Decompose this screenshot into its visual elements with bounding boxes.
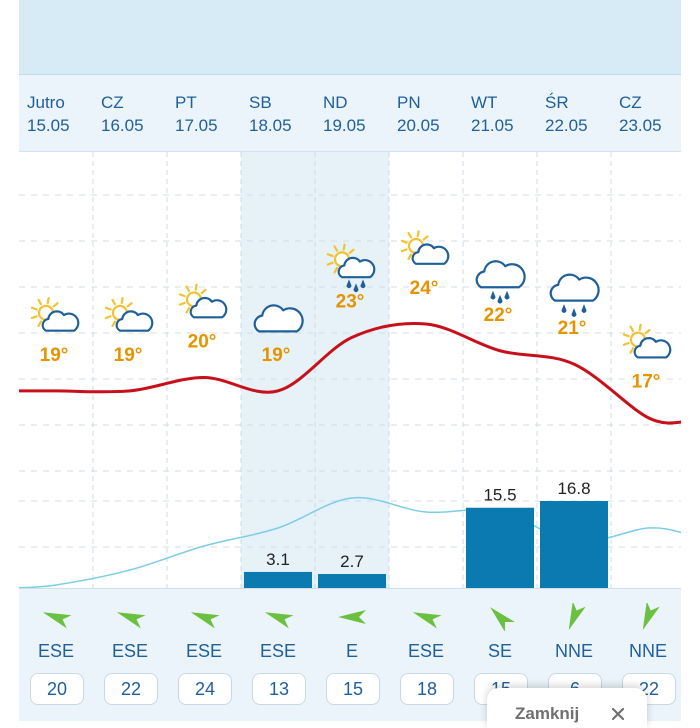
wind-speed: 13 [252,673,306,705]
precip-bar [466,507,534,588]
top-banner [19,0,681,75]
wind-direction: ESE [37,641,75,661]
sunny-cloud-icon [178,283,228,319]
wind-arrow-icon [642,603,660,630]
precip-value: 3.1 [266,550,290,569]
day-header[interactable]: ND 19.05 [315,75,389,151]
partly-cloudy-icon [30,297,80,332]
wind-speed: 18 [400,673,454,705]
wind-direction: NNE [554,641,593,661]
temperature-label: 17° [632,372,661,393]
close-icon [611,707,625,721]
precip-value: 2.7 [340,552,364,571]
wind-direction: ESE [259,641,297,661]
partly-cloudy-icon [400,230,450,265]
day-date: 21.05 [471,116,514,135]
wind-direction: E [345,641,358,661]
cloud-heavy-rain-icon [549,273,600,317]
day-name: ŚR [545,93,569,112]
day-header[interactable]: WT 21.05 [463,75,537,151]
wind-direction: NNE [628,641,667,661]
wind-direction: ESE [185,641,223,661]
wind-speed: 24 [178,673,232,705]
temperature-label: 24° [410,278,439,299]
right-margin [681,0,700,720]
wind-arrow-icon [412,612,442,629]
day-name: ND [323,93,348,112]
partly-cloudy-icon [104,297,154,332]
day-name: PN [397,93,421,112]
day-header-row: Jutro 15.05 CZ 16.05 PT 17.05 SB 18.05 N… [19,75,681,152]
day-name: WT [471,93,498,112]
wind-arrow-icon [264,612,294,629]
close-button[interactable]: Zamknij [487,688,647,728]
day-date: 22.05 [545,116,588,135]
wind-arrow-icon [338,610,366,624]
day-header[interactable]: CZ 16.05 [93,75,167,151]
day-date: 17.05 [175,116,218,135]
day-date: 23.05 [619,116,662,135]
day-date: 16.05 [101,116,144,135]
partly-cloudy-icon [622,323,672,359]
wind-arrow-icon [568,603,586,630]
wind-speed: 15 [326,673,380,705]
temperature-label: 21° [558,318,587,339]
wind-speed: 20 [30,673,84,705]
day-header[interactable]: PN 20.05 [389,75,463,151]
precip-value: 15.5 [483,486,516,505]
day-date: 15.05 [27,116,70,135]
wind-arrow-icon [116,612,146,629]
day-name: SB [249,93,272,112]
precip-value: 16.8 [557,479,590,498]
day-header[interactable]: CZ 23.05 [611,75,685,151]
day-name: PT [175,93,197,112]
day-header[interactable]: SB 18.05 [241,75,315,151]
wind-arrow-icon [190,612,220,629]
cloud-rain-icon [475,260,526,304]
wind-arrow-icon [42,612,72,629]
day-header[interactable]: PT 17.05 [167,75,241,151]
day-header[interactable]: Jutro 15.05 [19,75,93,151]
day-name: CZ [619,93,642,112]
left-margin [0,0,19,720]
precip-bar [318,574,386,588]
precip-bar [540,501,608,588]
day-name: CZ [101,93,124,112]
day-date: 18.05 [249,116,292,135]
precip-bar [244,571,312,588]
day-date: 19.05 [323,116,366,135]
day-name: Jutro [27,93,65,112]
temperature-label: 23° [336,291,365,312]
close-button-label: Zamknij [515,704,580,723]
forecast-chart-svg: 3.1 2.7 15.5 16.8 19° 19° 20° 19° 23° 24° 22° 21° 17… [19,152,681,588]
day-header[interactable]: ŚR 22.05 [537,75,611,151]
wind-direction: ESE [407,641,445,661]
forecast-chart: 3.1 2.7 15.5 16.8 19° 19° 20° 19° 23° 24° 22° 21° 17… [19,152,681,588]
wind-speed: 22 [104,673,158,705]
temperature-label: 19° [114,345,143,366]
wind-direction: SE [487,641,512,661]
wind-arrow-icon [490,607,515,631]
cloudy-icon [253,304,304,333]
temperature-label: 19° [40,345,69,366]
partly-cloudy-rain-icon [326,243,376,293]
temperature-label: 19° [262,345,291,366]
temperature-label: 22° [484,305,513,326]
wind-direction: ESE [111,641,149,661]
temperature-line [19,322,681,425]
temperature-label: 20° [188,332,217,353]
day-date: 20.05 [397,116,440,135]
